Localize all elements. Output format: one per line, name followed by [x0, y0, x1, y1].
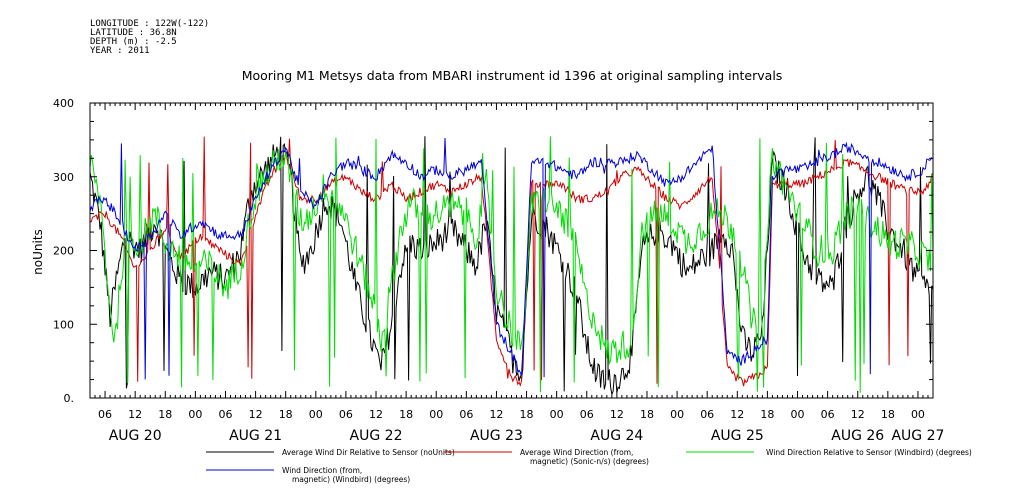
x-hour-label: 18: [881, 408, 895, 421]
x-hour-label: 06: [580, 408, 594, 421]
y-tick-label: 100: [53, 318, 74, 331]
x-hour-label: 18: [158, 408, 172, 421]
x-date-label: AUG 24: [590, 428, 643, 444]
x-hour-label: 00: [791, 408, 805, 421]
x-hour-label: 12: [851, 408, 865, 421]
x-hour-label: 06: [218, 408, 232, 421]
series-line-1: [89, 136, 934, 397]
legend-label-line2: magnetic) (Sonic-n/s) (degrees): [530, 457, 649, 466]
chart-title: Mooring M1 Metsys data from MBARI instru…: [242, 68, 783, 83]
x-hour-label: 18: [760, 408, 774, 421]
x-hour-label: 00: [911, 408, 925, 421]
x-hour-label: 00: [670, 408, 684, 421]
series-line-2: [89, 136, 934, 387]
x-date-label: AUG 22: [350, 428, 403, 444]
x-hour-label: 18: [279, 408, 293, 421]
x-hour-label: 06: [459, 408, 473, 421]
x-hour-label: 12: [369, 408, 383, 421]
y-tick-label: 300: [53, 171, 74, 184]
x-date-label: AUG 27: [891, 428, 944, 444]
legend-label: Wind Direction Relative to Sensor (Windb…: [766, 448, 972, 457]
x-hour-label: 12: [489, 408, 503, 421]
x-hour-label: 12: [730, 408, 744, 421]
x-hour-label: 12: [249, 408, 263, 421]
axis-ticks: [89, 102, 934, 399]
x-date-label: AUG 25: [711, 428, 764, 444]
x-hour-label: 18: [520, 408, 534, 421]
y-axis-label: noUnits: [31, 229, 45, 275]
x-hour-label: 00: [309, 408, 323, 421]
year-line: YEAR : 2011: [90, 46, 150, 56]
latitude-line: LATITUDE : 36.8N: [90, 28, 177, 38]
x-hour-label: 06: [821, 408, 835, 421]
y-tick-label: 400: [53, 97, 74, 110]
legend-label: Average Wind Direction (from,: [520, 448, 633, 457]
series-line-3: [89, 136, 934, 393]
legend-entry-1: Average Wind Dir Relative to Sensor (noU…: [206, 448, 455, 457]
legend-label-line2: magnetic) (Windbird) (degrees): [292, 475, 410, 484]
legend-entry-4: Wind Direction (from,magnetic) (Windbird…: [206, 466, 410, 484]
legend-label: Wind Direction (from,: [282, 466, 362, 475]
x-date-label: AUG 23: [470, 428, 523, 444]
x-hour-label: 06: [700, 408, 714, 421]
legend-entry-3: Wind Direction Relative to Sensor (Windb…: [686, 448, 972, 457]
longitude-line: LONGITUDE : 122W(-122): [90, 19, 210, 29]
y-tick-label: 200: [53, 245, 74, 258]
x-hour-label: 06: [339, 408, 353, 421]
x-hour-label: 00: [188, 408, 202, 421]
legend-label: Average Wind Dir Relative to Sensor (noU…: [282, 448, 455, 457]
x-hour-label: 18: [640, 408, 654, 421]
chart-legend: Average Wind Dir Relative to Sensor (noU…: [206, 448, 972, 484]
x-hour-label: 06: [98, 408, 112, 421]
x-hour-label: 12: [610, 408, 624, 421]
legend-entry-2: Average Wind Direction (from,magnetic) (…: [444, 448, 649, 466]
mooring-metadata: LONGITUDE : 122W(-122) LATITUDE : 36.8N …: [90, 20, 209, 56]
depth-line: DEPTH (m) : -2.5: [90, 37, 177, 47]
x-date-label: AUG 20: [109, 428, 162, 444]
x-hour-label: 18: [399, 408, 413, 421]
x-hour-label: 00: [429, 408, 443, 421]
series-line-4: [89, 137, 934, 380]
x-date-label: AUG 26: [831, 428, 884, 444]
x-hour-label: 00: [550, 408, 564, 421]
plot-area: 0. 100 200 300 400 06 12 18 00 06 12 18 00 06 12 18 00 06…: [53, 97, 944, 444]
y-tick-label: 0.: [64, 392, 75, 405]
x-hour-label: 12: [128, 408, 142, 421]
x-date-label: AUG 21: [229, 428, 282, 444]
